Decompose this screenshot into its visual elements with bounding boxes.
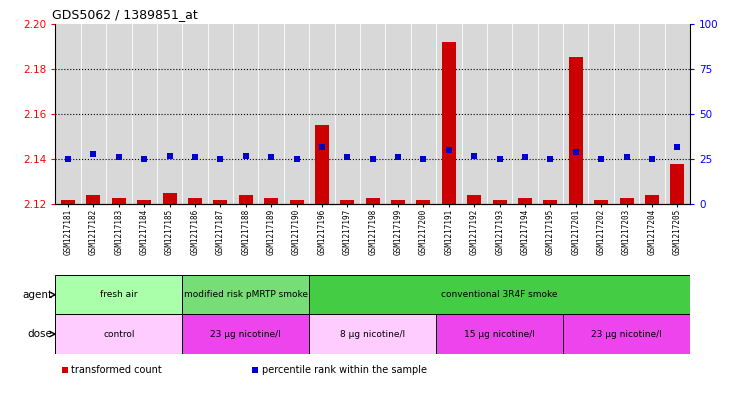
Bar [182,314,309,354]
Point [113,154,125,160]
Bar [239,195,252,204]
Text: dose: dose [27,329,52,339]
Bar [569,57,583,204]
Bar [467,195,481,204]
Bar [289,200,303,204]
Point [646,156,658,162]
Point [494,156,506,162]
Bar [309,314,436,354]
Point [240,152,252,159]
Bar [543,200,557,204]
Point [367,156,379,162]
Point [570,149,582,155]
Bar [264,198,278,204]
Point [62,156,74,162]
Bar [645,195,659,204]
Point [291,156,303,162]
Text: control: control [103,330,134,338]
Point [418,156,430,162]
Bar [137,200,151,204]
Text: percentile rank within the sample: percentile rank within the sample [262,365,427,375]
Bar [442,42,456,204]
Text: 23 μg nicotine/l: 23 μg nicotine/l [210,330,281,338]
Point [265,154,277,160]
Bar [86,195,100,204]
Text: agent: agent [22,290,52,300]
Point [519,154,531,160]
Bar [162,193,176,204]
Point [342,154,354,160]
Bar [518,198,532,204]
Text: transformed count: transformed count [71,365,162,375]
Bar [55,275,182,314]
Bar [188,198,202,204]
Bar [55,314,182,354]
Point [138,156,150,162]
Text: GDS5062 / 1389851_at: GDS5062 / 1389851_at [52,8,198,21]
Bar [563,314,690,354]
Point [621,154,632,160]
Text: 23 μg nicotine/l: 23 μg nicotine/l [591,330,662,338]
Text: 15 μg nicotine/l: 15 μg nicotine/l [464,330,535,338]
Bar [112,198,125,204]
Point [545,156,556,162]
Point [88,151,100,157]
Text: conventional 3R4F smoke: conventional 3R4F smoke [441,290,558,299]
Point [392,154,404,160]
Bar [213,200,227,204]
Bar [436,314,563,354]
Bar [366,198,379,204]
Bar [594,200,608,204]
Point [189,154,201,160]
Point [672,143,683,150]
Point [469,152,480,159]
Bar [620,198,633,204]
Point [164,152,176,159]
Bar [493,200,506,204]
Point [215,156,227,162]
Point [596,156,607,162]
Text: fresh air: fresh air [100,290,137,299]
Point [316,143,328,150]
Bar [416,200,430,204]
Bar [670,164,684,204]
Text: 8 μg nicotine/l: 8 μg nicotine/l [340,330,405,338]
Bar [315,125,329,204]
Bar [340,200,354,204]
Bar [309,275,690,314]
Bar [391,200,405,204]
Bar [182,275,309,314]
Point [443,147,455,153]
Text: modified risk pMRTP smoke: modified risk pMRTP smoke [184,290,308,299]
Bar [61,200,75,204]
Point [453,191,465,198]
